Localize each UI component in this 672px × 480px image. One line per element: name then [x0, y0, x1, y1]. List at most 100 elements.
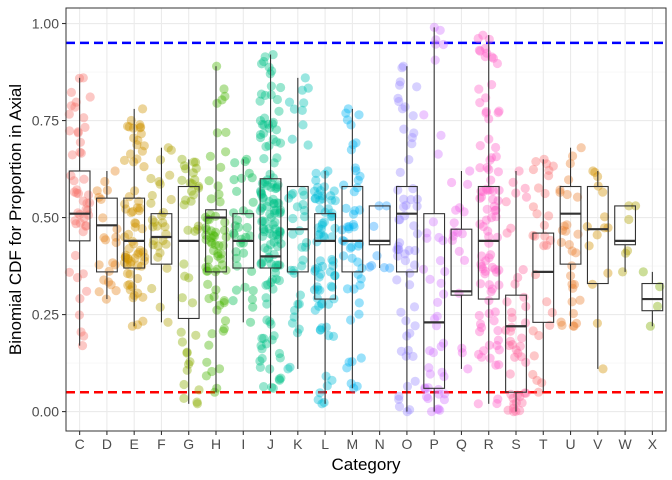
data-point [69, 187, 79, 197]
data-point [544, 211, 554, 221]
data-point [505, 326, 516, 336]
data-point [204, 176, 214, 186]
data-point [272, 230, 282, 240]
data-point [504, 340, 514, 351]
data-point [81, 221, 91, 231]
data-point [266, 90, 276, 100]
data-point [344, 222, 354, 232]
data-point [213, 181, 223, 191]
data-point [125, 149, 136, 159]
data-point [122, 268, 133, 279]
data-point [474, 84, 484, 94]
data-point [312, 282, 322, 292]
data-point [487, 262, 497, 272]
data-point [484, 340, 494, 350]
data-point [346, 315, 356, 325]
data-point [212, 128, 222, 138]
data-point [268, 194, 278, 204]
data-point [490, 264, 500, 274]
data-point [313, 190, 323, 200]
data-point [210, 387, 220, 397]
data-point [432, 404, 442, 414]
x-tick-label: K [293, 436, 303, 452]
data-point [146, 173, 156, 184]
data-point [100, 176, 110, 187]
data-point [300, 212, 310, 222]
data-point [474, 45, 484, 55]
data-point [181, 164, 191, 174]
data-point [135, 123, 145, 133]
data-point [568, 283, 578, 293]
data-point [177, 154, 187, 164]
data-point [567, 261, 577, 271]
data-point [240, 156, 250, 167]
data-point [245, 231, 255, 241]
data-point [79, 113, 89, 123]
data-point [264, 62, 274, 72]
data-point [213, 251, 223, 261]
data-point [592, 230, 602, 240]
data-point [399, 194, 409, 204]
data-point [354, 298, 364, 308]
data-point [314, 301, 324, 311]
data-point [211, 227, 221, 237]
panel-border [65, 7, 667, 432]
data-point [259, 382, 269, 392]
x-tick-label: O [401, 436, 412, 452]
data-point [327, 195, 337, 205]
data-point [259, 120, 269, 130]
data-point [321, 371, 331, 381]
data-point [405, 328, 415, 338]
data-point [294, 299, 304, 309]
data-point [188, 190, 199, 200]
data-point [298, 120, 308, 130]
data-point [287, 318, 298, 328]
data-point [489, 316, 499, 326]
data-point [529, 351, 539, 361]
data-point [187, 186, 197, 196]
data-point [275, 138, 286, 148]
data-point [120, 252, 130, 262]
data-point [515, 392, 525, 402]
data-point [229, 228, 239, 238]
data-point [153, 241, 163, 251]
data-point [292, 202, 302, 212]
data-point [330, 196, 340, 206]
data-point [183, 225, 193, 235]
data-point [215, 197, 225, 207]
data-point [395, 77, 405, 87]
data-point [147, 215, 157, 225]
data-point [393, 244, 403, 254]
data-point [257, 59, 267, 69]
data-point [201, 371, 211, 381]
data-point [401, 200, 411, 210]
data-point [78, 196, 88, 206]
data-point [267, 335, 277, 345]
data-point [422, 233, 432, 243]
data-point [478, 186, 488, 197]
data-point [229, 208, 239, 218]
data-point [264, 196, 274, 207]
data-point [256, 341, 266, 351]
box-O [395, 185, 418, 273]
data-point [507, 340, 517, 350]
data-point [317, 218, 328, 228]
data-point [539, 154, 549, 164]
data-point [186, 196, 196, 206]
data-point [481, 215, 491, 225]
x-tick-label: E [130, 436, 139, 452]
box-P [423, 213, 446, 389]
data-point [408, 184, 418, 194]
data-point [230, 158, 240, 168]
data-point [267, 66, 277, 76]
data-point [147, 283, 157, 294]
data-point [135, 120, 145, 130]
data-point [130, 218, 140, 228]
data-point [313, 285, 323, 295]
data-point [78, 227, 88, 237]
data-point [269, 249, 279, 260]
data-point [269, 205, 279, 215]
data-point [457, 348, 467, 358]
data-point [484, 253, 494, 263]
data-point [247, 266, 257, 276]
